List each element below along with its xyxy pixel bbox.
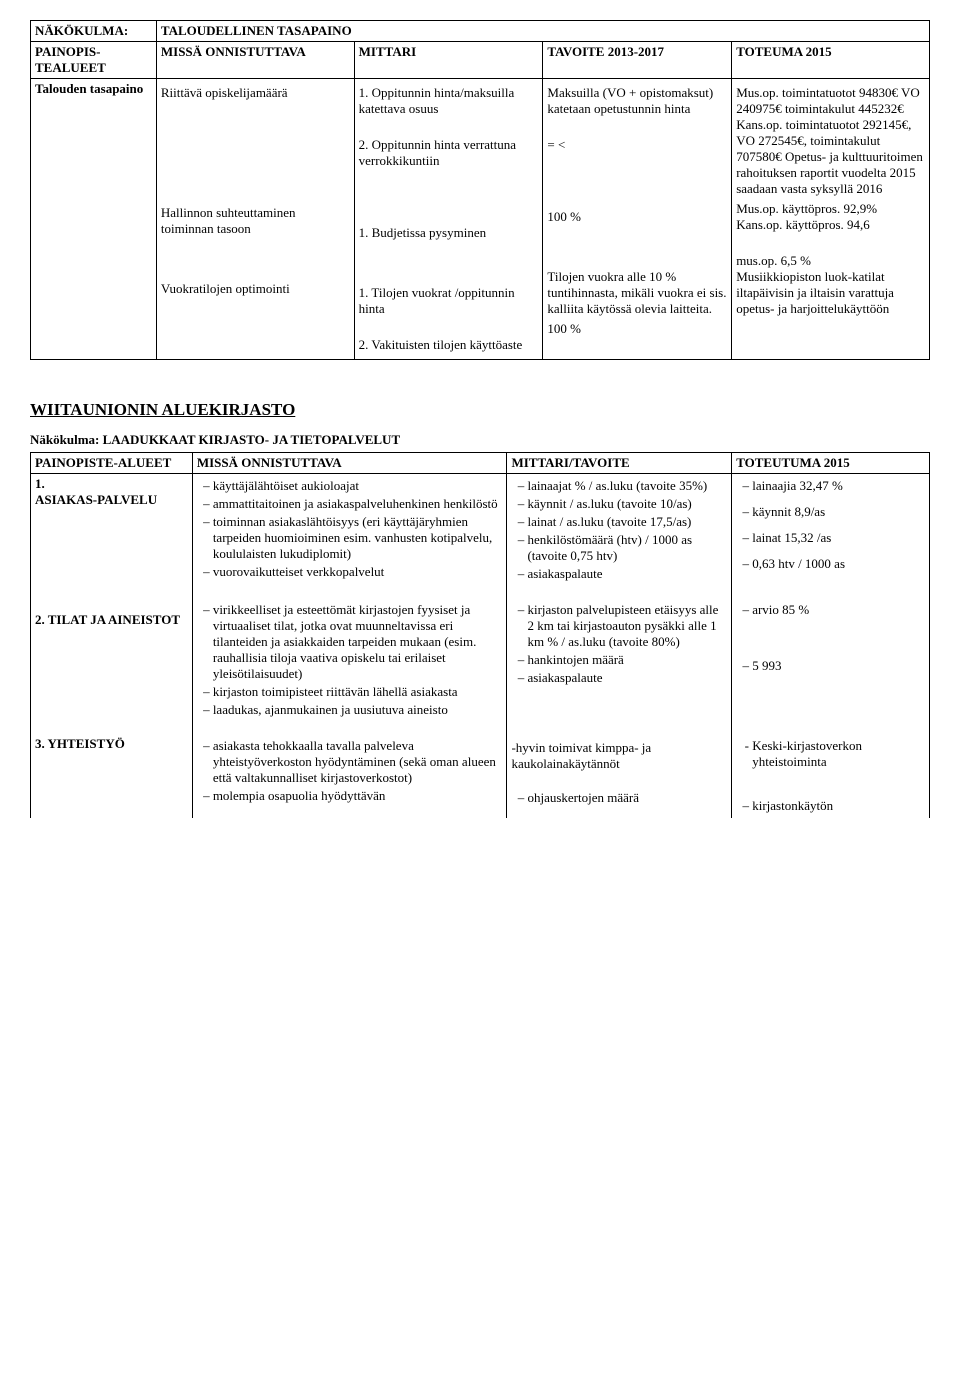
col-where-succeed: MISSÄ ONNISTUTTAVA	[156, 42, 354, 79]
success-text: Riittävä opiskelijamäärä	[161, 85, 350, 101]
list-item: vuorovaikutteiset verkkopalvelut	[213, 564, 503, 580]
list-item: käynnit 8,9/as	[752, 504, 925, 520]
col2-where-succeed: MISSÄ ONNISTUTTAVA	[192, 453, 507, 474]
list-item: käynnit / as.luku (tavoite 10/as)	[527, 496, 727, 512]
list-item: toiminnan asiakaslähtöisyys (eri käyttäj…	[213, 514, 503, 562]
indicator-text: -hyvin toimivat kimppa- ja kaukolainakäy…	[511, 740, 727, 772]
library-section-title: WIITAUNIONIN ALUEKIRJASTO	[30, 400, 930, 420]
list-item: lainat / as.luku (tavoite 17,5/as)	[527, 514, 727, 530]
list-item: Keski-kirjastoverkon yhteistoiminta	[752, 738, 925, 770]
table-row: 3. YHTEISTYÖ asiakasta tehokkaalla taval…	[31, 722, 930, 818]
focus-area-label: Talouden tasapaino	[35, 81, 143, 96]
focus-area-cell: 2. TILAT JA AINEISTOT	[31, 586, 193, 722]
list-item: asiakaspalaute	[527, 566, 727, 582]
list-item: laadukas, ajanmukainen ja uusiutuva aine…	[213, 702, 503, 718]
target-text: Tilojen vuokra alle 10 % tuntihinnasta, …	[547, 269, 727, 317]
table1-header-row: PAINOPIS-TEALUEET MISSÄ ONNISTUTTAVA MIT…	[31, 42, 930, 79]
indicator-cell: kirjaston palvelupisteen etäisyys alle 2…	[507, 586, 732, 722]
library-services-table: PAINOPISTE-ALUEET MISSÄ ONNISTUTTAVA MIT…	[30, 452, 930, 818]
target-text: Maksuilla (VO + opistomaksut) katetaan o…	[547, 85, 727, 117]
target-text: = <	[547, 137, 727, 153]
focus-area-label: 2. TILAT JA AINEISTOT	[35, 612, 180, 627]
list-item: asiakaspalaute	[527, 670, 727, 686]
indicator-text: 1. Budjetissa pysyminen	[359, 225, 539, 241]
indicator-cell: 1. Oppitunnin hinta/maksuilla katettava …	[354, 79, 543, 360]
success-cell: käyttäjälähtöiset aukioloajat ammattitai…	[192, 474, 507, 587]
result-cell: lainaajia 32,47 % käynnit 8,9/as lainat …	[732, 474, 930, 587]
list-item: henkilöstömäärä (htv) / 1000 as (tavoite…	[527, 532, 727, 564]
list-item: arvio 85 %	[752, 602, 925, 618]
success-text: Hallinnon suhteuttaminen toiminnan tasoo…	[161, 205, 350, 237]
target-text: 100 %	[547, 321, 727, 337]
list-item: 5 993	[752, 658, 925, 674]
focus-area-cell: Talouden tasapaino	[31, 79, 157, 360]
col-result: TOTEUMA 2015	[732, 42, 930, 79]
table-row: 2. TILAT JA AINEISTOT virikkeelliset ja …	[31, 586, 930, 722]
col2-indicator-target: MITTARI/TAVOITE	[507, 453, 732, 474]
result-text: mus.op. 6,5 % Musiikkiopiston luok-katil…	[736, 253, 925, 317]
list-item: ohjauskertojen määrä	[527, 790, 727, 806]
result-cell: arvio 85 % 5 993	[732, 586, 930, 722]
col-target: TAVOITE 2013-2017	[543, 42, 732, 79]
focus-area-label: 1. ASIAKAS-PALVELU	[35, 476, 157, 507]
list-item: ammattitaitoinen ja asiakaspalveluhenkin…	[213, 496, 503, 512]
indicator-text: 2. Vakituisten tilojen käyttöaste	[359, 337, 539, 353]
list-item: kirjastonkäytön	[752, 798, 925, 814]
target-cell: Maksuilla (VO + opistomaksut) katetaan o…	[543, 79, 732, 360]
list-item: kirjaston palvelupisteen etäisyys alle 2…	[527, 602, 727, 650]
focus-area-cell: 3. YHTEISTYÖ	[31, 722, 193, 818]
focus-area-cell: 1. ASIAKAS-PALVELU	[31, 474, 193, 587]
target-text: 100 %	[547, 209, 727, 225]
col-focus-areas: PAINOPIS-TEALUEET	[31, 42, 157, 79]
indicator-text: 2. Oppitunnin hinta verrattuna verrokkik…	[359, 137, 539, 169]
perspective-value: TALOUDELLINEN TASAPAINO	[156, 21, 929, 42]
col2-result: TOTEUTUMA 2015	[732, 453, 930, 474]
list-item: kirjaston toimipisteet riittävän lähellä…	[213, 684, 503, 700]
indicator-cell: lainaajat % / as.luku (tavoite 35%) käyn…	[507, 474, 732, 587]
list-item: 0,63 htv / 1000 as	[752, 556, 925, 572]
success-cell: asiakasta tehokkaalla tavalla palveleva …	[192, 722, 507, 818]
indicator-cell: -hyvin toimivat kimppa- ja kaukolainakäy…	[507, 722, 732, 818]
indicator-text: 1. Oppitunnin hinta/maksuilla katettava …	[359, 85, 539, 117]
result-text: Mus.op. käyttöpros. 92,9% Kans.op. käytt…	[736, 201, 925, 233]
table-row: Talouden tasapaino Riittävä opiskelijamä…	[31, 79, 930, 360]
list-item: hankintojen määrä	[527, 652, 727, 668]
success-text: Vuokratilojen optimointi	[161, 281, 350, 297]
col2-focus-areas: PAINOPISTE-ALUEET	[31, 453, 193, 474]
list-item: lainaajia 32,47 %	[752, 478, 925, 494]
economic-balance-table: NÄKÖKULMA: TALOUDELLINEN TASAPAINO PAINO…	[30, 20, 930, 360]
library-perspective: Näkökulma: LAADUKKAAT KIRJASTO- JA TIETO…	[30, 432, 930, 448]
result-cell: Mus.op. toimintatuotot 94830€ VO 240975€…	[732, 79, 930, 360]
list-item: asiakasta tehokkaalla tavalla palveleva …	[213, 738, 503, 786]
table1-superheader: NÄKÖKULMA: TALOUDELLINEN TASAPAINO	[31, 21, 930, 42]
list-item: lainaajat % / as.luku (tavoite 35%)	[527, 478, 727, 494]
success-cell: virikkeelliset ja esteettömät kirjastoje…	[192, 586, 507, 722]
list-item: käyttäjälähtöiset aukioloajat	[213, 478, 503, 494]
result-cell: Keski-kirjastoverkon yhteistoiminta kirj…	[732, 722, 930, 818]
list-item: virikkeelliset ja esteettömät kirjastoje…	[213, 602, 503, 682]
list-item: lainat 15,32 /as	[752, 530, 925, 546]
list-item: molempia osapuolia hyödyttävän	[213, 788, 503, 804]
success-cell: Riittävä opiskelijamäärä Hallinnon suhte…	[156, 79, 354, 360]
col-indicator: MITTARI	[354, 42, 543, 79]
table-row: 1. ASIAKAS-PALVELU käyttäjälähtöiset auk…	[31, 474, 930, 587]
result-text: Mus.op. toimintatuotot 94830€ VO 240975€…	[736, 85, 925, 197]
focus-area-label: 3. YHTEISTYÖ	[35, 736, 125, 751]
indicator-text: 1. Tilojen vuokrat /oppitunnin hinta	[359, 285, 539, 317]
perspective-label: NÄKÖKULMA:	[31, 21, 157, 42]
table2-header-row: PAINOPISTE-ALUEET MISSÄ ONNISTUTTAVA MIT…	[31, 453, 930, 474]
